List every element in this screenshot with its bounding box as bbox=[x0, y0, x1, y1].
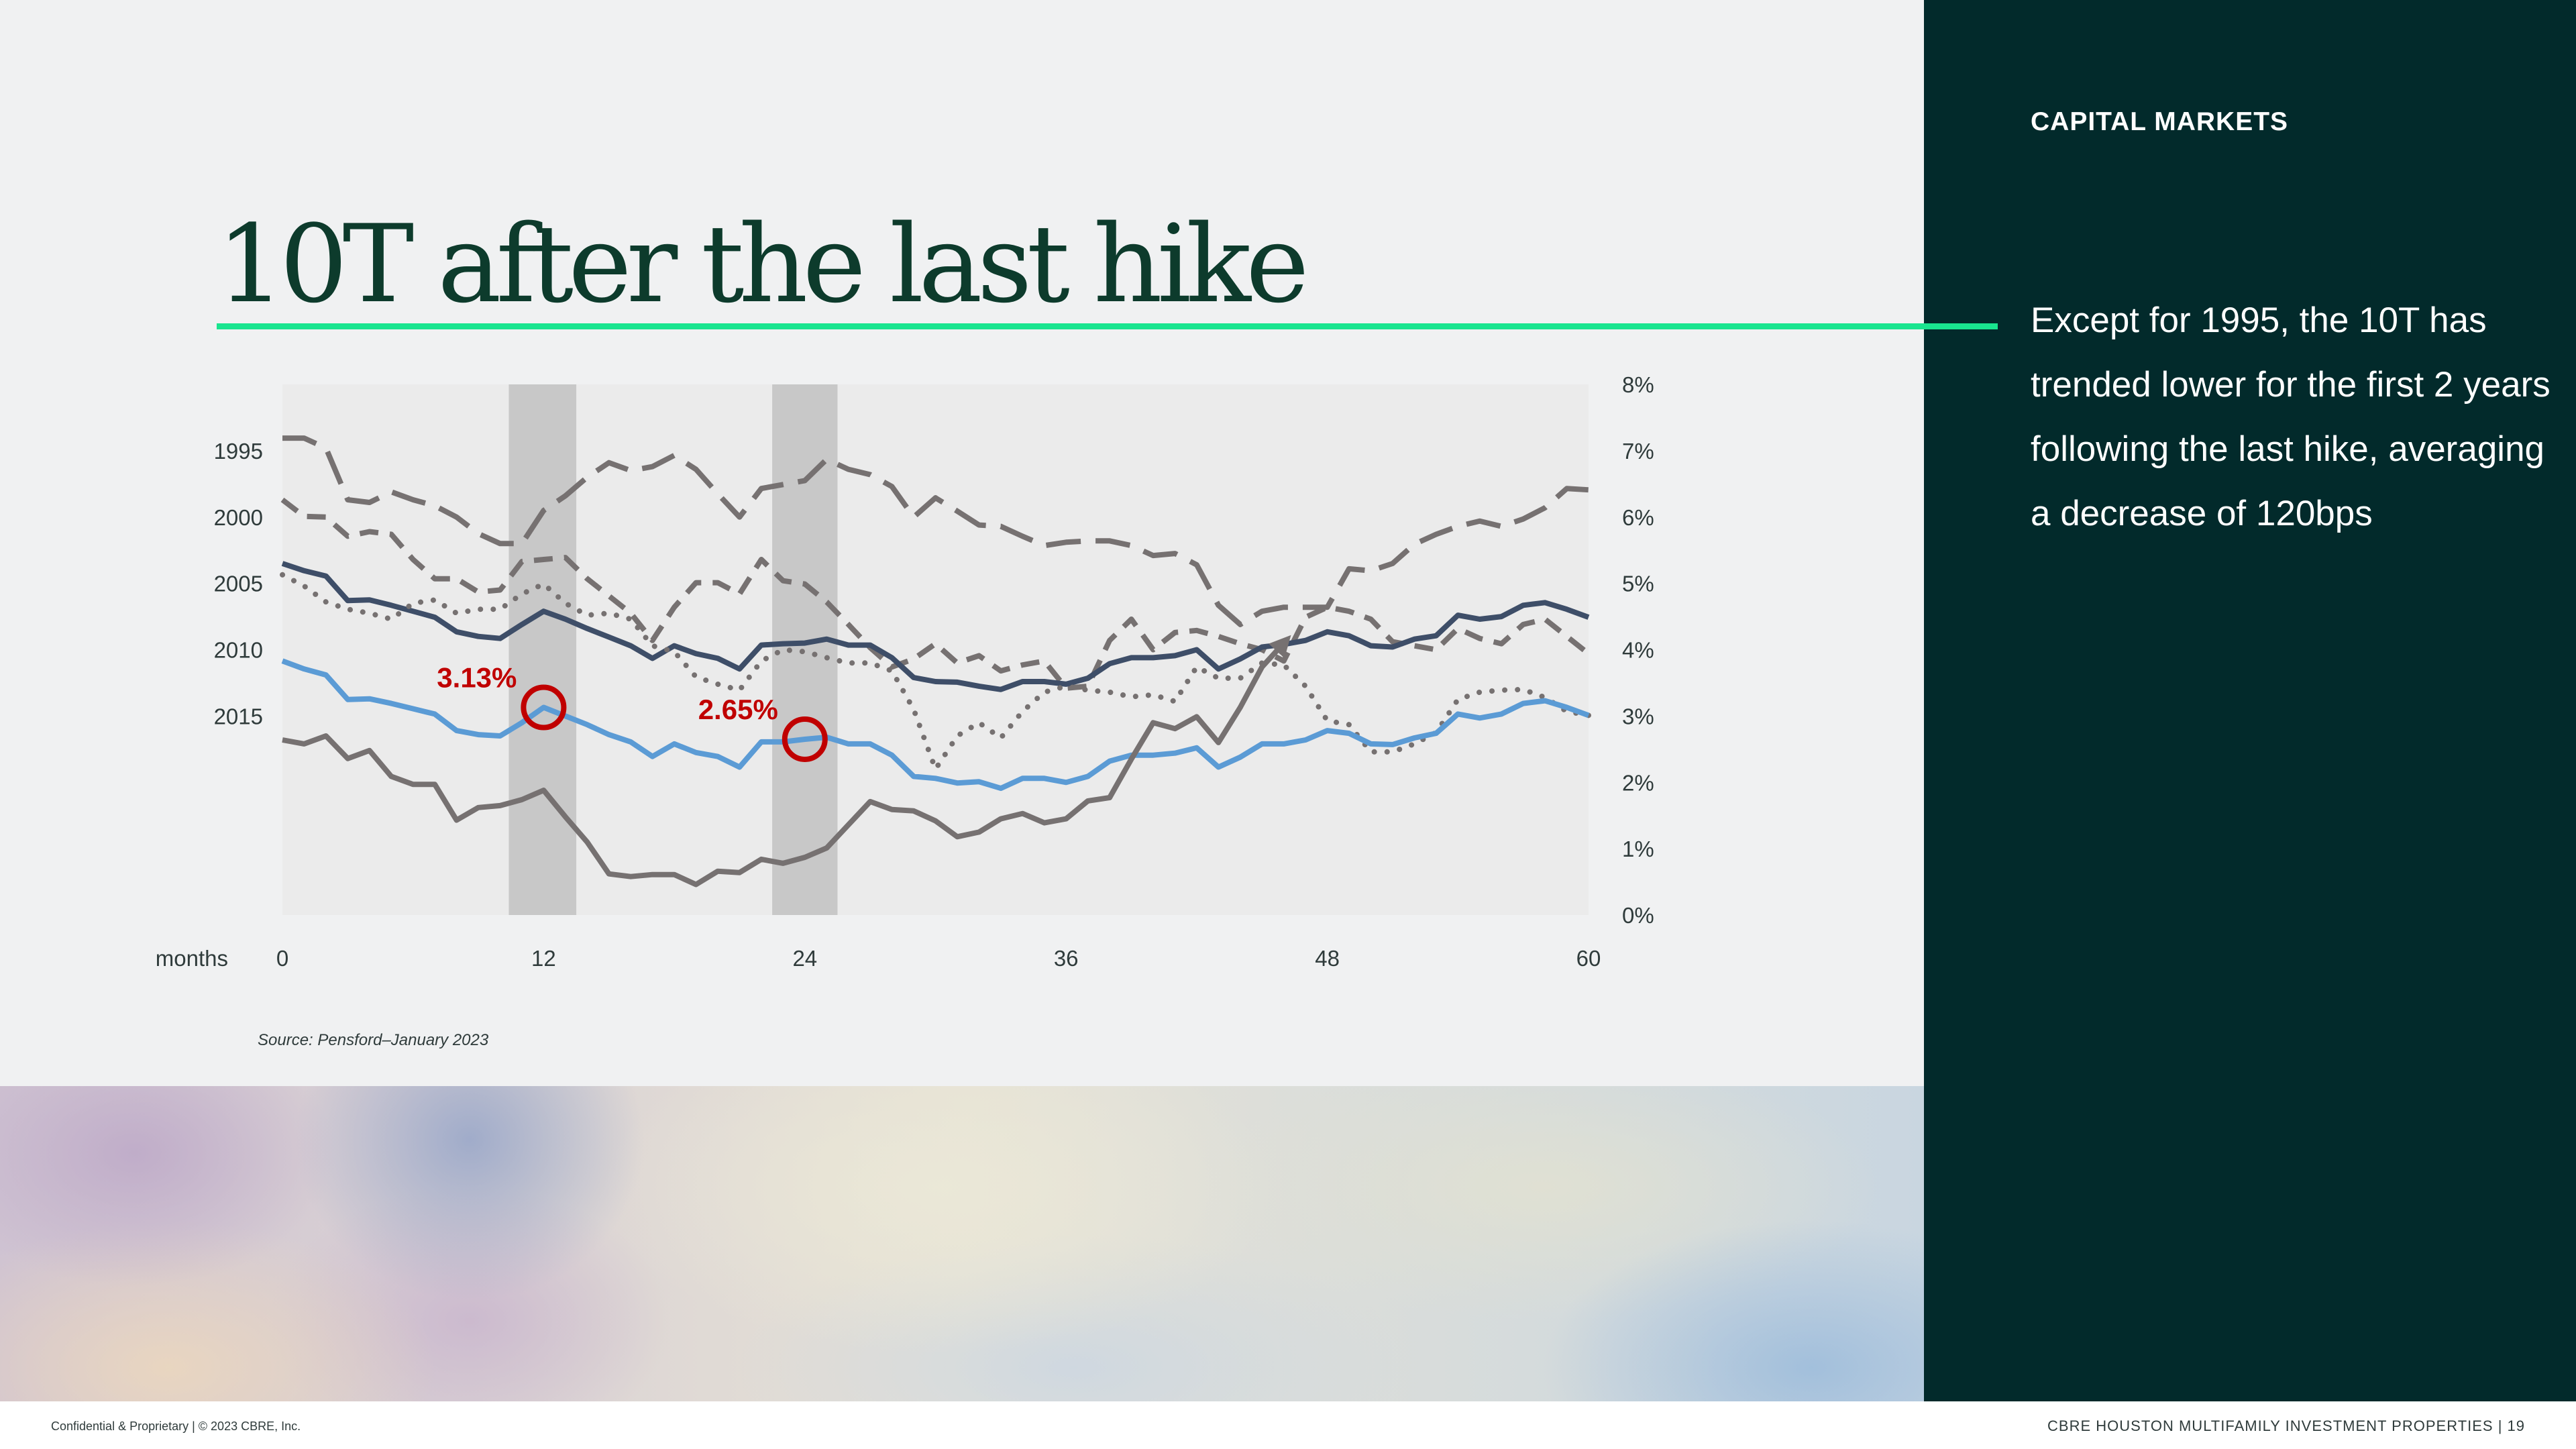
background-photo bbox=[0, 1086, 1924, 1401]
row-label: 2010 bbox=[214, 638, 263, 663]
x-tick-label: 12 bbox=[531, 946, 556, 971]
annotation-label: 3.13% bbox=[437, 662, 517, 694]
footer-copyright: Confidential & Proprietary | © 2023 CBRE… bbox=[51, 1419, 301, 1433]
highlight-circle bbox=[782, 716, 828, 762]
y-tick-label: 1% bbox=[1622, 837, 1654, 861]
y-tick-label: 7% bbox=[1622, 439, 1654, 464]
highlight-circle bbox=[521, 684, 567, 731]
x-tick-label: 48 bbox=[1315, 946, 1340, 971]
shaded-band bbox=[508, 384, 577, 915]
footer-page-info: CBRE HOUSTON MULTIFAMILY INVESTMENT PROP… bbox=[2047, 1417, 2525, 1434]
x-axis-label: months bbox=[156, 946, 228, 971]
line-chart: 3.13% 2.65% 0% 1% 2% 3% 4% 5% 6% 7% 8% 0 12 24 36 48 60 m… bbox=[156, 372, 1654, 971]
series-line-1 bbox=[280, 497, 1591, 691]
x-tick-label: 24 bbox=[792, 946, 817, 971]
y-tick-label: 8% bbox=[1622, 372, 1654, 397]
sidebar-panel bbox=[1924, 0, 2576, 1401]
series-line-4 bbox=[281, 658, 1590, 792]
y-tick-label: 0% bbox=[1622, 903, 1654, 928]
annotation-label: 2.65% bbox=[698, 694, 778, 725]
series-line-0 bbox=[282, 435, 1589, 627]
y-tick-label: 6% bbox=[1622, 505, 1654, 530]
title-underline bbox=[217, 323, 1998, 329]
x-tick-label: 0 bbox=[276, 946, 288, 971]
row-label: 2005 bbox=[214, 572, 263, 596]
y-tick-label: 2% bbox=[1622, 770, 1654, 795]
row-label: 2000 bbox=[214, 505, 263, 530]
x-tick-label: 60 bbox=[1576, 946, 1601, 971]
x-tick-label: 36 bbox=[1054, 946, 1079, 971]
chart-source: Source: Pensford–January 2023 bbox=[258, 1031, 489, 1049]
y-tick-label: 5% bbox=[1622, 572, 1654, 596]
footer bbox=[0, 1401, 2576, 1449]
sidebar-text: Except for 1995, the 10T has trended low… bbox=[2031, 301, 2551, 533]
series-line-2 bbox=[281, 561, 1590, 692]
y-tick-label: 3% bbox=[1622, 704, 1654, 729]
row-label: 2015 bbox=[214, 704, 263, 729]
page-title: 10T after the last hike bbox=[217, 201, 1309, 327]
y-tick-label: 4% bbox=[1622, 638, 1654, 663]
section-label: CAPITAL MARKETS bbox=[2031, 107, 2289, 136]
shaded-band bbox=[772, 384, 838, 915]
series-line-5 bbox=[282, 635, 1291, 888]
row-label: 1995 bbox=[214, 439, 263, 464]
plot-area bbox=[282, 384, 1589, 915]
